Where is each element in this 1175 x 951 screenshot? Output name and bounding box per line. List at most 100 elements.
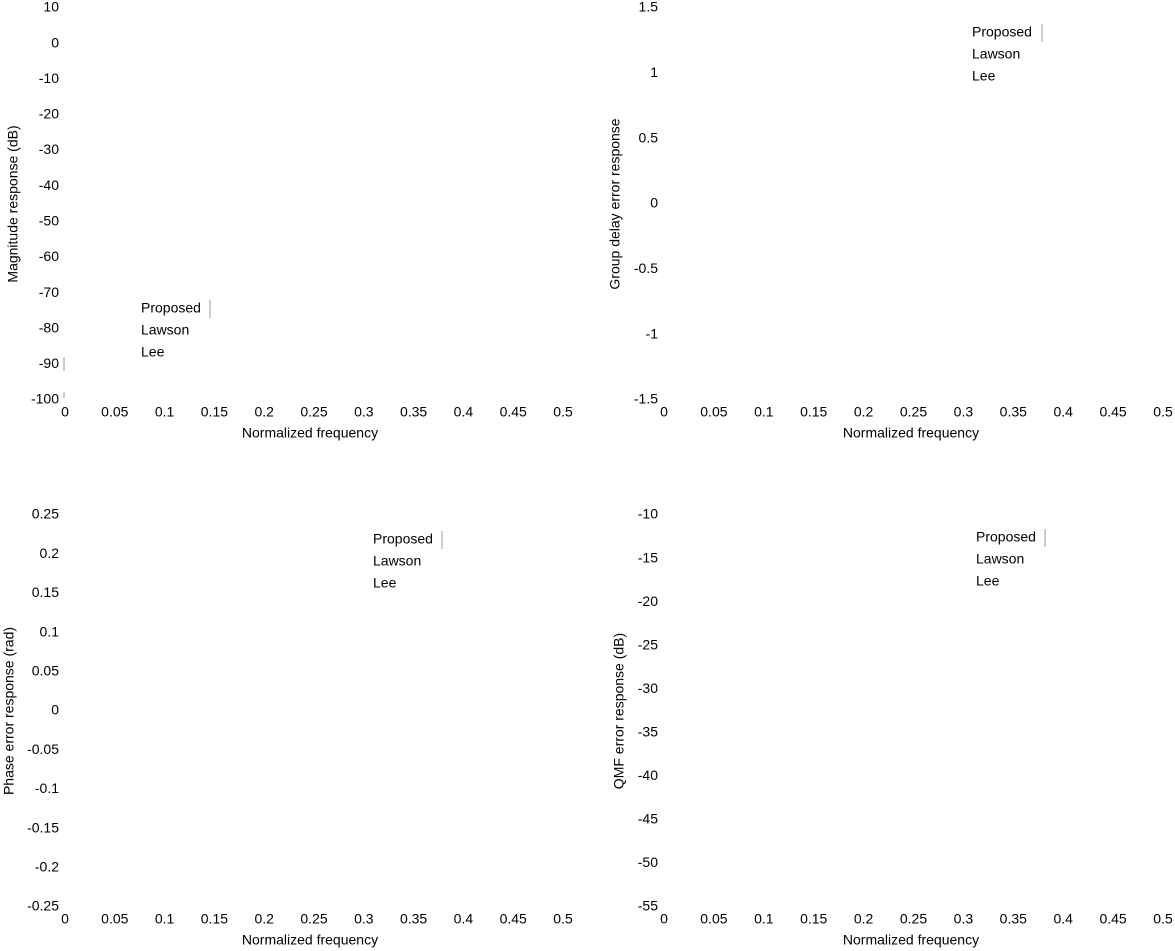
y-tick-label: 10 bbox=[43, 0, 59, 15]
x-tick-label: 0.4 bbox=[1053, 404, 1073, 420]
x-tick-label: 0.2 bbox=[254, 911, 274, 927]
y-tick-label: -35 bbox=[638, 723, 658, 739]
x-tick-label: 0.25 bbox=[300, 911, 327, 927]
x-tick-label: 0.15 bbox=[800, 404, 827, 420]
x-tick-label: 0.5 bbox=[1153, 404, 1173, 420]
legend-entry-lawson: Lawson bbox=[976, 551, 1024, 567]
x-tick-label: 0.35 bbox=[400, 911, 427, 927]
y-tick-label: -1 bbox=[646, 325, 659, 341]
x-tick-label: 0.05 bbox=[700, 911, 727, 927]
y-tick-label: -0.15 bbox=[27, 819, 59, 835]
x-axis-label: Normalized frequency bbox=[843, 425, 979, 441]
x-tick-label: 0.15 bbox=[201, 911, 228, 927]
x-tick-label: 0.1 bbox=[155, 404, 175, 420]
y-tick-label: 0.15 bbox=[32, 584, 59, 600]
y-tick-label: -15 bbox=[638, 549, 658, 565]
x-tick-label: 0.45 bbox=[500, 404, 527, 420]
x-tick-label: 0.5 bbox=[1153, 911, 1173, 927]
x-tick-label: 0.4 bbox=[1053, 911, 1073, 927]
x-tick-label: 0 bbox=[61, 911, 69, 927]
x-tick-label: 0.05 bbox=[700, 404, 727, 420]
x-tick-label: 0.4 bbox=[454, 404, 474, 420]
legend-entry-lee: Lee bbox=[373, 575, 397, 591]
y-tick-label: 0 bbox=[51, 702, 59, 718]
y-tick-label: -60 bbox=[39, 248, 59, 264]
legend-entry-proposed: Proposed bbox=[972, 24, 1032, 40]
x-tick-label: 0.35 bbox=[1000, 404, 1027, 420]
y-tick-label: 0.25 bbox=[32, 506, 59, 522]
y-tick-label: -30 bbox=[39, 141, 59, 157]
x-tick-label: 0.25 bbox=[900, 404, 927, 420]
y-tick-label: -0.25 bbox=[27, 898, 59, 914]
y-tick-label: -10 bbox=[39, 70, 59, 86]
legend-entry-lee: Lee bbox=[141, 344, 165, 360]
x-tick-label: 0 bbox=[61, 404, 69, 420]
y-tick-label: -0.5 bbox=[634, 260, 658, 276]
x-tick-label: 0.3 bbox=[954, 404, 974, 420]
x-tick-label: 0.5 bbox=[553, 404, 573, 420]
y-axis-label: QMF error response (dB) bbox=[611, 633, 627, 789]
x-tick-label: 0.4 bbox=[454, 911, 474, 927]
y-tick-label: 0 bbox=[650, 195, 658, 211]
y-tick-label: -20 bbox=[39, 106, 59, 122]
y-tick-label: 0.2 bbox=[40, 545, 60, 561]
y-tick-label: -100 bbox=[31, 391, 59, 407]
x-axis-label: Normalized frequency bbox=[242, 932, 378, 948]
magnitude-response-panel: 0 0.05 0.1 0.15 0.2 0.25 0.3 0.35 0.4 0.45 0.5100-… bbox=[5, 0, 573, 441]
x-tick-label: 0.2 bbox=[254, 404, 274, 420]
x-tick-label: 0.45 bbox=[500, 911, 527, 927]
legend-entry-lawson: Lawson bbox=[972, 46, 1020, 62]
y-tick-label: -40 bbox=[39, 177, 59, 193]
legend-entry-proposed: Proposed bbox=[976, 529, 1036, 545]
x-tick-label: 0.35 bbox=[400, 404, 427, 420]
x-tick-label: 0.1 bbox=[754, 911, 774, 927]
y-tick-label: -80 bbox=[39, 319, 59, 335]
y-tick-label: 0 bbox=[51, 34, 59, 50]
x-tick-label: 0.2 bbox=[854, 404, 874, 420]
x-axis-label: Normalized frequency bbox=[242, 425, 378, 441]
legend-entry-proposed: Proposed bbox=[373, 531, 433, 547]
x-tick-label: 0.1 bbox=[754, 404, 774, 420]
legend-entry-lawson: Lawson bbox=[141, 322, 189, 338]
y-tick-label: 1.5 bbox=[639, 0, 659, 15]
x-tick-label: 0.3 bbox=[354, 911, 374, 927]
y-tick-label: -70 bbox=[39, 284, 59, 300]
y-tick-label: -45 bbox=[638, 811, 658, 827]
y-tick-label: 1 bbox=[650, 64, 658, 80]
y-axis-label: Group delay error response bbox=[607, 118, 623, 289]
legend-entry-lawson: Lawson bbox=[373, 553, 421, 569]
x-tick-label: 0.25 bbox=[900, 911, 927, 927]
y-tick-label: 0.1 bbox=[40, 623, 60, 639]
legend-entry-lee: Lee bbox=[976, 573, 1000, 589]
y-tick-label: -20 bbox=[638, 593, 658, 609]
y-tick-label: -30 bbox=[638, 680, 658, 696]
x-tick-label: 0.25 bbox=[300, 404, 327, 420]
y-tick-label: -50 bbox=[39, 213, 59, 229]
y-tick-label: -1.5 bbox=[634, 391, 658, 407]
x-tick-label: 0.3 bbox=[954, 911, 974, 927]
x-tick-label: 0 bbox=[660, 911, 668, 927]
y-axis-label: Magnitude response (dB) bbox=[5, 125, 21, 282]
x-tick-label: 0.15 bbox=[201, 404, 228, 420]
y-tick-label: -50 bbox=[638, 854, 658, 870]
group-delay-error-panel: 0 0.05 0.1 0.15 0.2 0.25 0.3 0.35 0.4 0.45 0.5 1.5 1… bbox=[607, 0, 1173, 441]
qmf-error-panel: 0 0.05 0.1 0.15 0.2 0.25 0.3 0.35 0.4 0.45 0.5 -10 -… bbox=[611, 506, 1173, 948]
y-tick-label: 0.05 bbox=[32, 663, 59, 679]
x-axis-label: Normalized frequency bbox=[843, 932, 979, 948]
x-tick-label: 0.05 bbox=[101, 404, 128, 420]
y-tick-label: -40 bbox=[638, 767, 658, 783]
x-tick-label: 0.3 bbox=[354, 404, 374, 420]
x-tick-label: 0 bbox=[660, 404, 668, 420]
y-tick-label: -0.05 bbox=[27, 741, 59, 757]
legend-entry-proposed: Proposed bbox=[141, 300, 201, 316]
x-tick-label: 0.1 bbox=[155, 911, 175, 927]
x-tick-label: 0.45 bbox=[1099, 404, 1126, 420]
y-tick-label: -55 bbox=[638, 898, 658, 914]
y-tick-label: -0.2 bbox=[35, 859, 59, 875]
x-tick-label: 0.15 bbox=[800, 911, 827, 927]
y-tick-label: -25 bbox=[638, 636, 658, 652]
phase-error-panel: 0 0.05 0.1 0.15 0.2 0.25 0.3 0.35 0.4 0.45 0.5 0.25… bbox=[1, 506, 573, 948]
x-tick-label: 0.2 bbox=[854, 911, 874, 927]
legend-entry-lee: Lee bbox=[972, 68, 996, 84]
